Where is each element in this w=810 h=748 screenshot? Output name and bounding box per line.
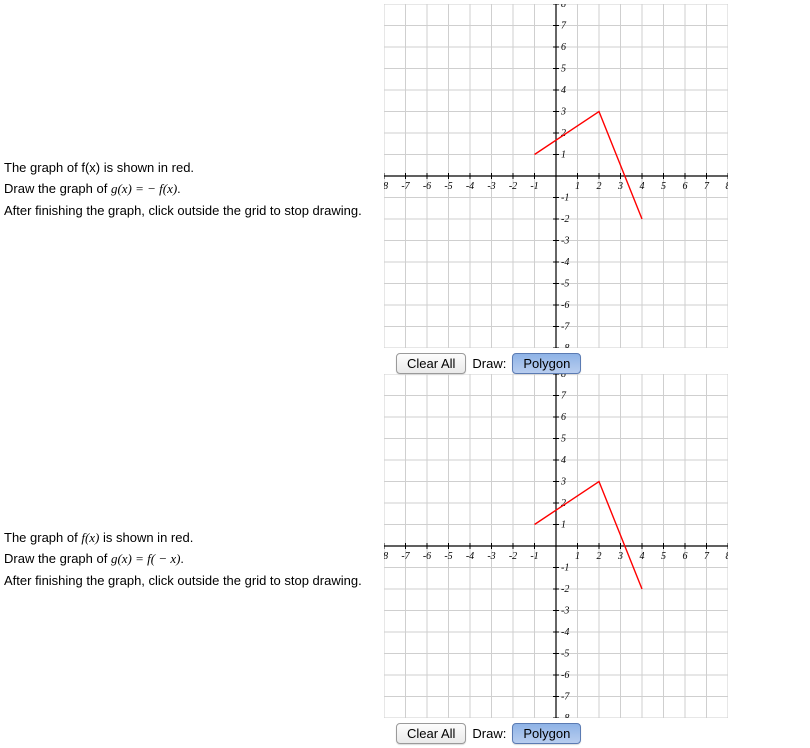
clear-all-button[interactable]: Clear All [396,353,466,374]
svg-text:-8: -8 [561,343,569,348]
p1-line2: Draw the graph of g(x) = − f(x). [4,179,374,199]
svg-text:6: 6 [683,551,688,562]
p2-line1: The graph of f(x) is shown in red. [4,528,374,548]
coordinate-grid[interactable]: -8-8-7-7-6-6-5-5-4-4-3-3-2-2-1-111223344… [384,4,728,348]
svg-text:5: 5 [561,64,566,75]
svg-text:6: 6 [683,181,688,192]
fx-graph-line [535,112,643,220]
svg-text:2: 2 [597,181,602,192]
svg-text:4: 4 [561,455,566,466]
svg-text:4: 4 [561,85,566,96]
svg-text:-3: -3 [561,236,569,247]
svg-text:5: 5 [561,434,566,445]
svg-text:8: 8 [726,551,729,562]
p1-line3: After finishing the graph, click outside… [4,201,374,221]
svg-text:-5: -5 [444,181,452,192]
polygon-tool-button[interactable]: Polygon [512,353,581,374]
svg-text:-8: -8 [384,551,388,562]
problem-1-graph-col: -8-8-7-7-6-6-5-5-4-4-3-3-2-2-1-111223344… [384,4,728,374]
svg-text:3: 3 [617,551,623,562]
svg-text:-2: -2 [509,551,517,562]
problem-1-row: The graph of f(x) is shown in red. Draw … [4,4,810,374]
svg-text:-4: -4 [466,551,474,562]
p2-math: g(x) = f( − x) [111,551,181,566]
svg-text:-5: -5 [444,551,452,562]
svg-text:5: 5 [661,551,666,562]
svg-text:3: 3 [560,477,566,488]
svg-text:-4: -4 [561,627,569,638]
svg-text:6: 6 [561,42,566,53]
toolbar-2: Clear All Draw: Polygon [384,723,728,744]
svg-text:-6: -6 [561,670,569,681]
graph-2[interactable]: -8-8-7-7-6-6-5-5-4-4-3-3-2-2-1-111223344… [384,374,728,721]
svg-text:-1: -1 [561,193,569,204]
svg-text:-3: -3 [487,181,495,192]
svg-text:-7: -7 [561,322,570,333]
svg-text:8: 8 [726,181,729,192]
svg-text:4: 4 [640,181,645,192]
problem-1-text: The graph of f(x) is shown in red. Draw … [4,156,384,223]
svg-text:-4: -4 [466,181,474,192]
problem-2-graph-col: -8-8-7-7-6-6-5-5-4-4-3-3-2-2-1-111223344… [384,374,728,744]
svg-text:3: 3 [560,107,566,118]
svg-text:-3: -3 [561,606,569,617]
svg-text:-1: -1 [530,551,538,562]
svg-text:7: 7 [704,181,710,192]
svg-text:2: 2 [597,551,602,562]
svg-text:-2: -2 [561,214,569,225]
coordinate-grid[interactable]: -8-8-7-7-6-6-5-5-4-4-3-3-2-2-1-111223344… [384,374,728,718]
p1-line1: The graph of f(x) is shown in red. [4,158,374,178]
svg-text:8: 8 [561,374,566,380]
polygon-tool-button[interactable]: Polygon [512,723,581,744]
svg-text:-5: -5 [561,649,569,660]
svg-text:1: 1 [561,520,566,531]
p2-line2: Draw the graph of g(x) = f( − x). [4,549,374,569]
svg-text:-4: -4 [561,257,569,268]
svg-text:-6: -6 [423,551,431,562]
problem-2-row: The graph of f(x) is shown in red. Draw … [4,374,810,744]
svg-text:-8: -8 [561,713,569,718]
svg-text:-7: -7 [561,692,570,703]
draw-label: Draw: [472,726,506,741]
svg-text:-3: -3 [487,551,495,562]
svg-text:1: 1 [575,181,580,192]
svg-text:-2: -2 [561,584,569,595]
fx-graph-line [535,482,643,590]
svg-text:-1: -1 [561,563,569,574]
svg-text:4: 4 [640,551,645,562]
graph-1[interactable]: -8-8-7-7-6-6-5-5-4-4-3-3-2-2-1-111223344… [384,4,728,351]
svg-text:1: 1 [575,551,580,562]
svg-text:-1: -1 [530,181,538,192]
svg-text:6: 6 [561,412,566,423]
p1-math: g(x) = − f(x) [111,181,177,196]
svg-text:1: 1 [561,150,566,161]
draw-label: Draw: [472,356,506,371]
svg-text:-7: -7 [401,181,410,192]
problem-2-text: The graph of f(x) is shown in red. Draw … [4,526,384,593]
svg-text:5: 5 [661,181,666,192]
svg-text:-6: -6 [423,181,431,192]
clear-all-button[interactable]: Clear All [396,723,466,744]
toolbar-1: Clear All Draw: Polygon [384,353,728,374]
svg-text:-2: -2 [509,181,517,192]
svg-text:-8: -8 [384,181,388,192]
svg-text:7: 7 [704,551,710,562]
svg-text:3: 3 [617,181,623,192]
svg-text:8: 8 [561,4,566,10]
p2-line3: After finishing the graph, click outside… [4,571,374,591]
svg-text:-6: -6 [561,300,569,311]
svg-text:-5: -5 [561,279,569,290]
svg-text:-7: -7 [401,551,410,562]
